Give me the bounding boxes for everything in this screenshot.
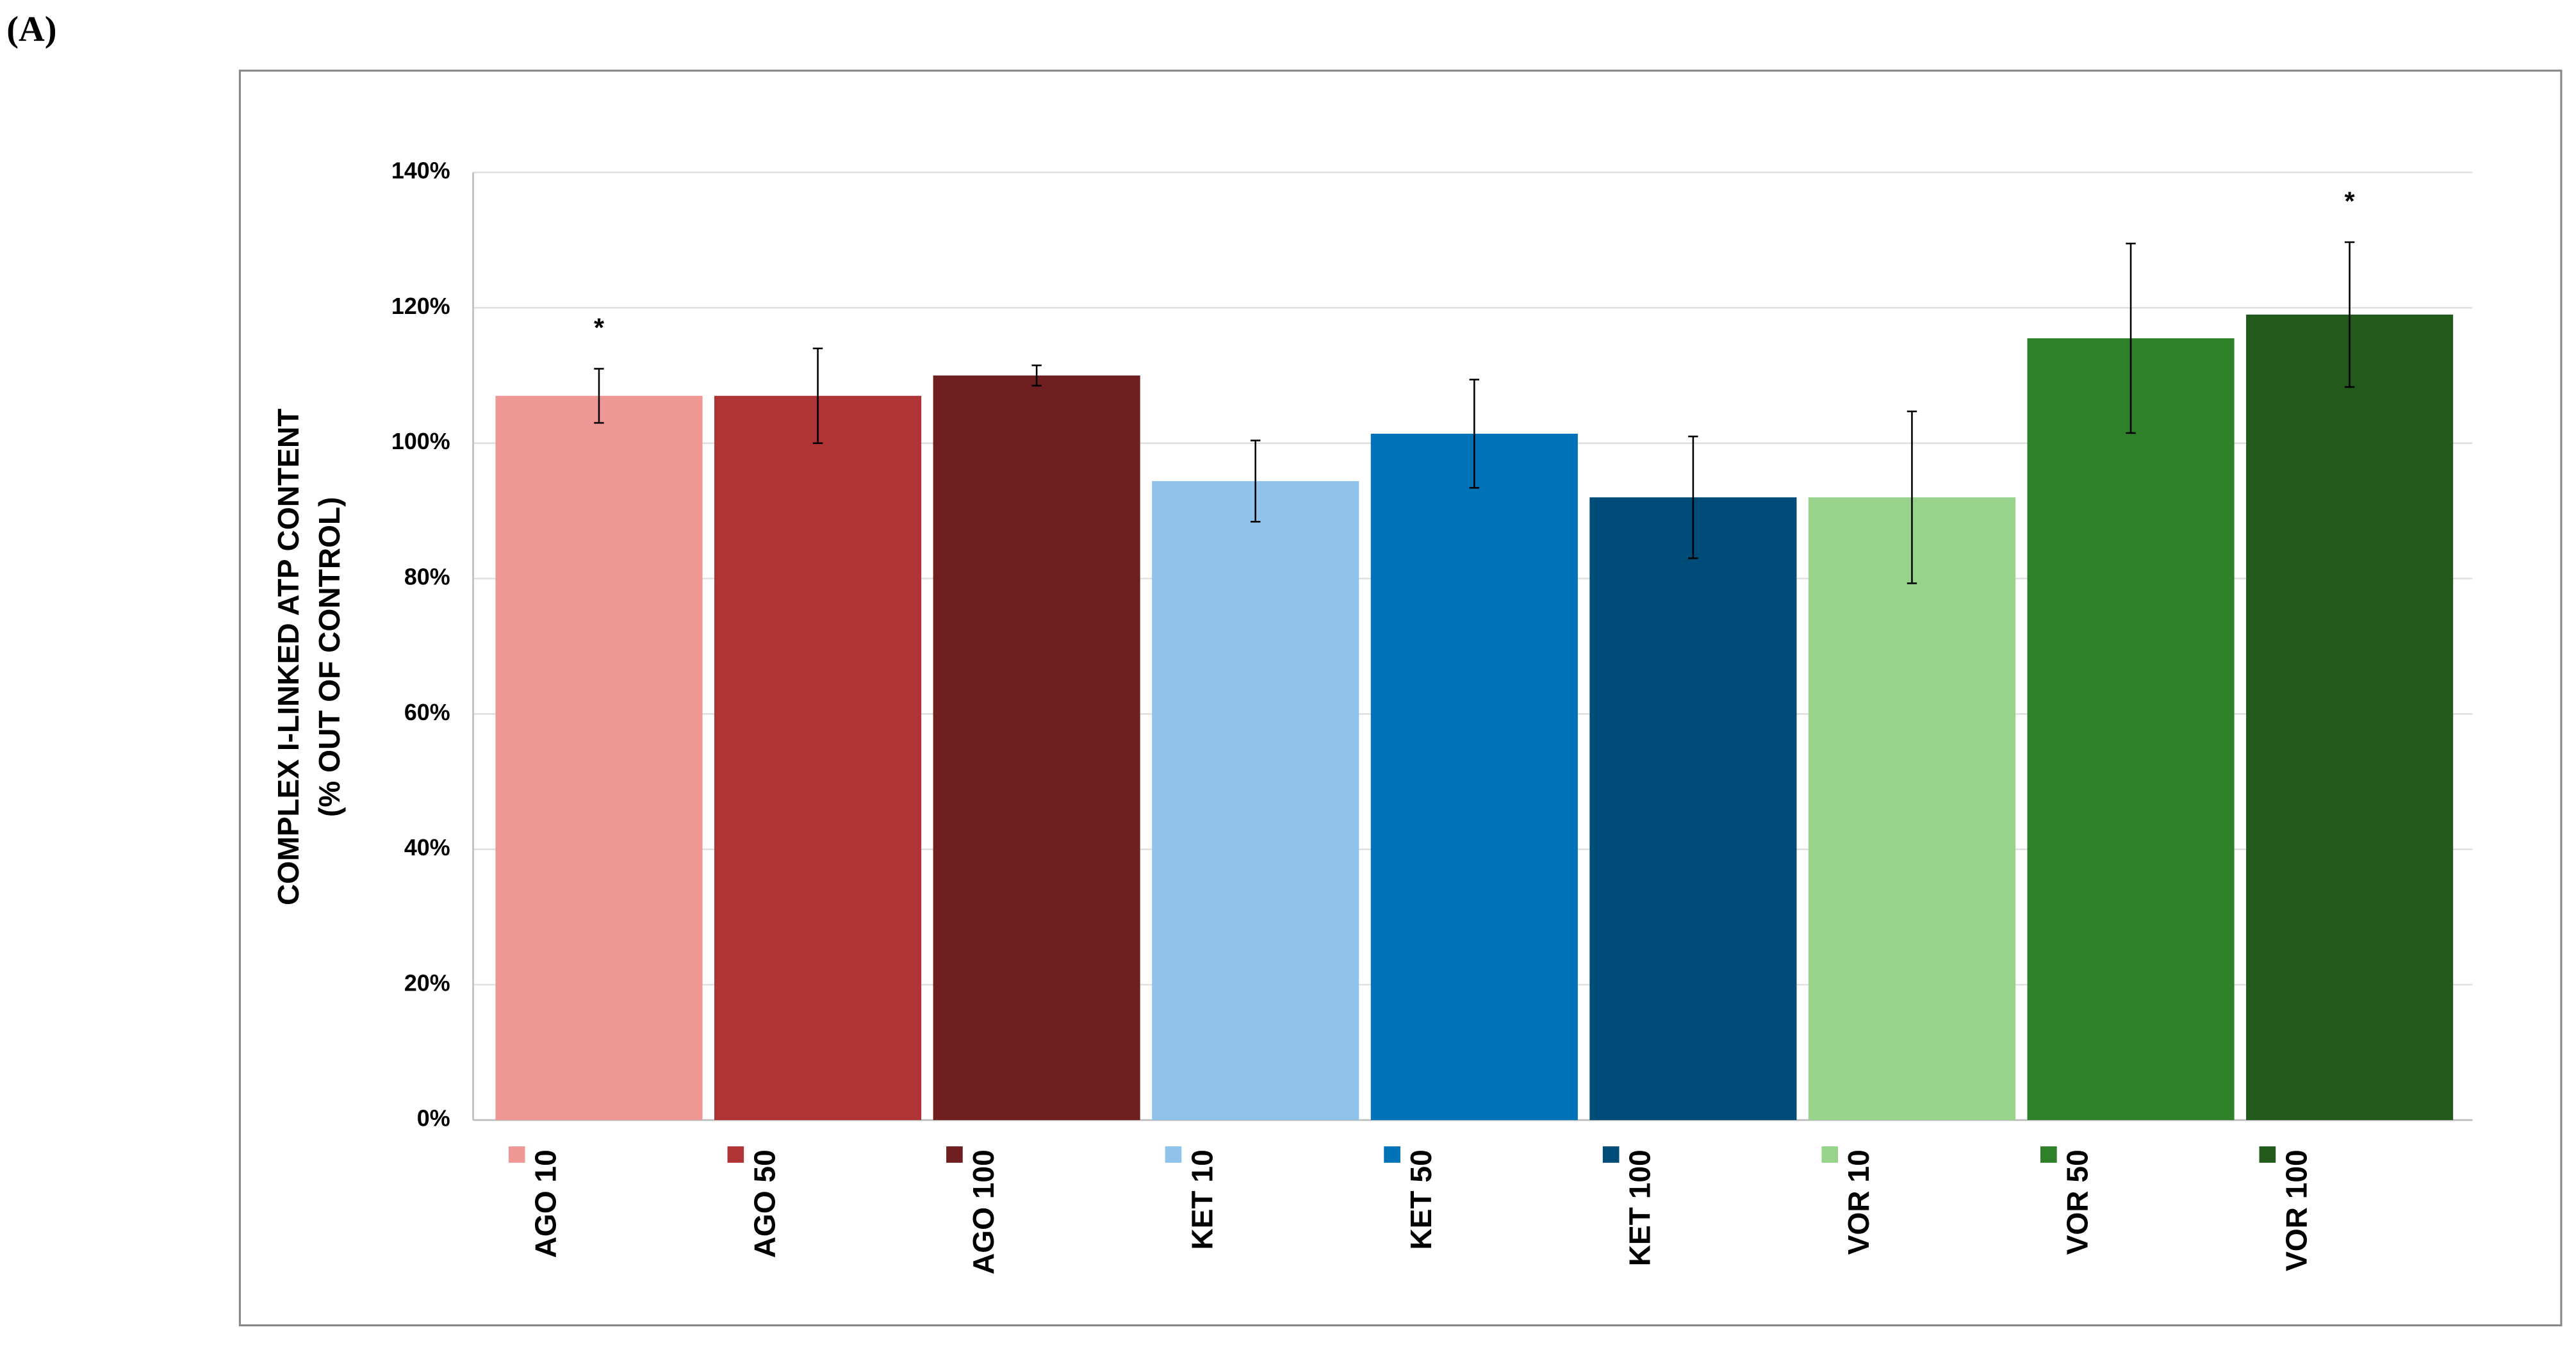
legend-swatch (946, 1146, 963, 1163)
bar (1589, 497, 1797, 1121)
x-tick-label: VOR 100 (2279, 1149, 2313, 1271)
x-tick-label: KET 100 (1623, 1149, 1657, 1266)
y-tick-label: 60% (404, 700, 450, 725)
legend-swatch (2040, 1146, 2057, 1163)
bar (2027, 338, 2235, 1121)
panel-label: (A) (6, 10, 56, 49)
bar (933, 375, 1140, 1121)
legend-swatch (2259, 1146, 2276, 1163)
x-tick-label: KET 10 (1185, 1149, 1218, 1249)
frame (238, 69, 2563, 1327)
bar (2246, 314, 2454, 1121)
significance-marker: * (2345, 186, 2355, 215)
x-tick-label: AGO 100 (967, 1149, 1000, 1274)
bar (1370, 433, 1578, 1121)
y-tick-label: 80% (404, 564, 450, 589)
x-tick-label: VOR 50 (2061, 1149, 2094, 1255)
bar (495, 395, 703, 1121)
x-tick-label: VOR 10 (1842, 1149, 1875, 1255)
legend-swatch (508, 1146, 525, 1163)
y-tick-label: 40% (404, 835, 450, 860)
legend-swatch (1821, 1146, 1839, 1163)
x-tick-label: AGO 10 (529, 1149, 562, 1258)
y-tick-label: 120% (391, 293, 450, 319)
legend-swatch (727, 1146, 744, 1163)
y-axis-title: (% OUT OF CONTROL) (313, 497, 346, 818)
legend-swatch (1165, 1146, 1182, 1163)
bar (714, 395, 922, 1121)
y-tick-label: 140% (391, 158, 450, 184)
x-tick-label: KET 50 (1404, 1149, 1438, 1249)
bar (1808, 497, 2016, 1121)
significance-marker: * (594, 313, 604, 342)
x-tick-label: AGO 50 (748, 1149, 781, 1258)
y-tick-label: 100% (391, 429, 450, 454)
legend-swatch (1602, 1146, 1620, 1163)
legend-swatch (1384, 1146, 1400, 1163)
y-tick-label: 0% (417, 1106, 450, 1132)
y-axis-title: COMPLEX I-LINKED ATP CONTENT (272, 409, 305, 905)
bar (1152, 481, 1359, 1121)
y-tick-label: 20% (404, 970, 450, 996)
